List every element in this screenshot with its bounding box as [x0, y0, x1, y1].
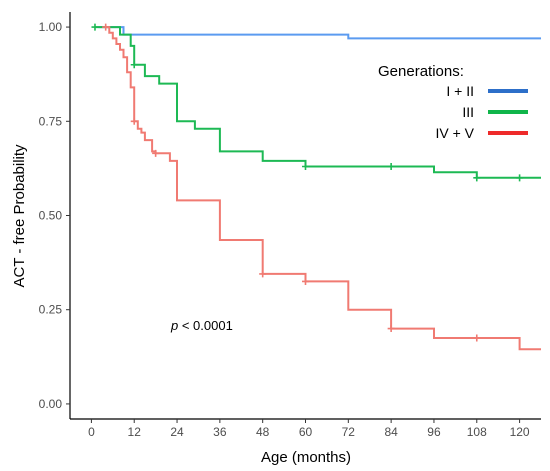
censor-mark-iv-v [473, 334, 481, 342]
censor-mark-iv-v [302, 277, 309, 285]
y-tick-label: 0.00 [39, 397, 63, 411]
series-line-iv-v [105, 26, 541, 351]
x-tick-label: 24 [170, 425, 184, 439]
y-axis-title: ACT - free Probability [11, 144, 28, 288]
p-value-prefix: p [170, 318, 178, 333]
axes [69, 12, 541, 420]
censor-mark-iv-v [130, 117, 138, 125]
censor-mark-iv-v [259, 270, 267, 278]
x-tick-label: 84 [384, 425, 398, 439]
y-tick-label: 1.00 [39, 20, 63, 34]
p-value-text: < 0.0001 [178, 318, 233, 333]
x-tick-label: 72 [342, 425, 356, 439]
x-ticks: 0 12 24 36 48 60 72 84 96 108 120 [88, 419, 530, 439]
x-tick-label: 96 [427, 425, 441, 439]
censor-mark-iii [302, 163, 309, 171]
y-tick-label: 0.50 [39, 209, 63, 223]
x-tick-label: 0 [88, 425, 95, 439]
y-tick-label: 0.75 [39, 114, 63, 128]
x-tick-label: 12 [128, 425, 142, 439]
x-tick-label: 108 [467, 425, 487, 439]
censor-mark-iv-v [102, 23, 110, 31]
legend-label-i-ii: I + II [446, 83, 474, 99]
x-tick-label: 120 [510, 425, 530, 439]
censor-mark-iv-v [152, 149, 160, 157]
p-value-annotation: p < 0.0001 [170, 318, 233, 333]
series-line-i-ii [98, 26, 541, 40]
censor-mark-iii [387, 163, 395, 171]
series-line-iii [95, 26, 541, 179]
censor-mark-iv-v [387, 325, 395, 333]
censor-mark-iii [91, 23, 99, 31]
censor-mark-iii [516, 174, 524, 182]
x-tick-label: 48 [256, 425, 270, 439]
series-layer [91, 23, 541, 351]
x-tick-label: 60 [299, 425, 313, 439]
legend: I + II III IV + V [435, 83, 528, 141]
legend-label-iv-v: IV + V [435, 125, 474, 141]
y-tick-label: 0.25 [39, 303, 63, 317]
y-ticks: 0.00 0.25 0.50 0.75 1.00 [39, 20, 70, 411]
legend-title: Generations: [378, 63, 464, 80]
censor-mark-iii [473, 174, 481, 182]
legend-label-iii: III [462, 104, 474, 120]
censor-mark-iii [130, 61, 138, 69]
x-tick-label: 36 [213, 425, 227, 439]
x-axis-title: Age (months) [261, 449, 351, 466]
